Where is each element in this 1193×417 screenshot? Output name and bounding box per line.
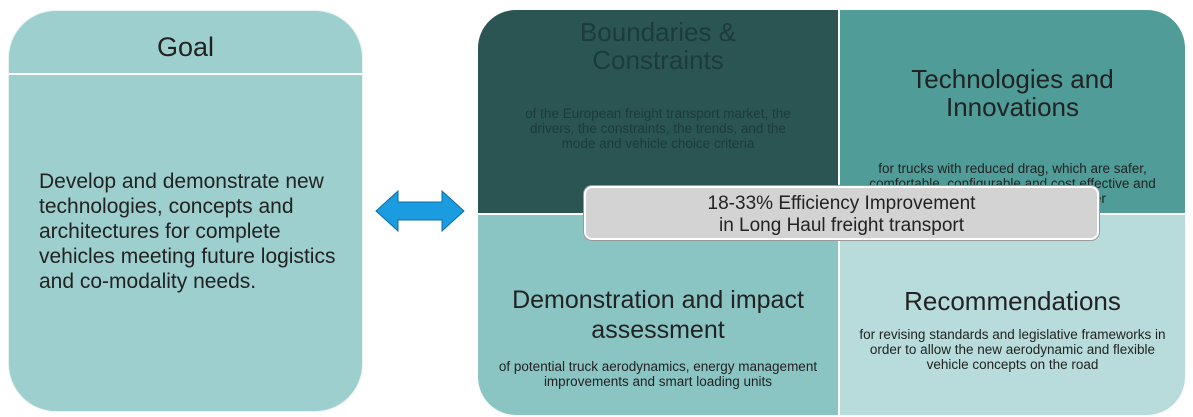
quadrant-title: Demonstration and impact assessment [512, 286, 804, 344]
goal-box: Goal Develop and demonstrate new technol… [8, 10, 363, 412]
quadrant-text: for revising standards and legislative f… [859, 327, 1166, 372]
double-arrow [375, 189, 465, 233]
quadrant-title: Recommendations [904, 286, 1121, 316]
goal-text: Develop and demonstrate new technologies… [39, 170, 336, 293]
quadrant: Boundaries & Constraints of the European … [478, 10, 838, 213]
quadrant-title: Technologies and Innovations [911, 64, 1114, 122]
quadrant-text: of potential truck aerodynamics, energy … [498, 359, 818, 389]
quadrant: Demonstration and impact assessment of po… [478, 215, 838, 415]
quadrant: Recommendations for revising standards an… [840, 215, 1185, 415]
quadrant-text: of the European freight transport market… [525, 106, 791, 151]
quadrant: Technologies and Innovations for trucks w… [840, 10, 1185, 213]
center-line: in Long Haul freight transport [718, 215, 965, 236]
quadrant-title: Boundaries & Constraints [579, 17, 737, 75]
center-line: 18-33% Efficiency Improvement [707, 193, 976, 214]
center-box: 18-33% Efficiency Improvement in Long Ha… [584, 186, 1099, 240]
goal-title: Goal [9, 11, 362, 75]
